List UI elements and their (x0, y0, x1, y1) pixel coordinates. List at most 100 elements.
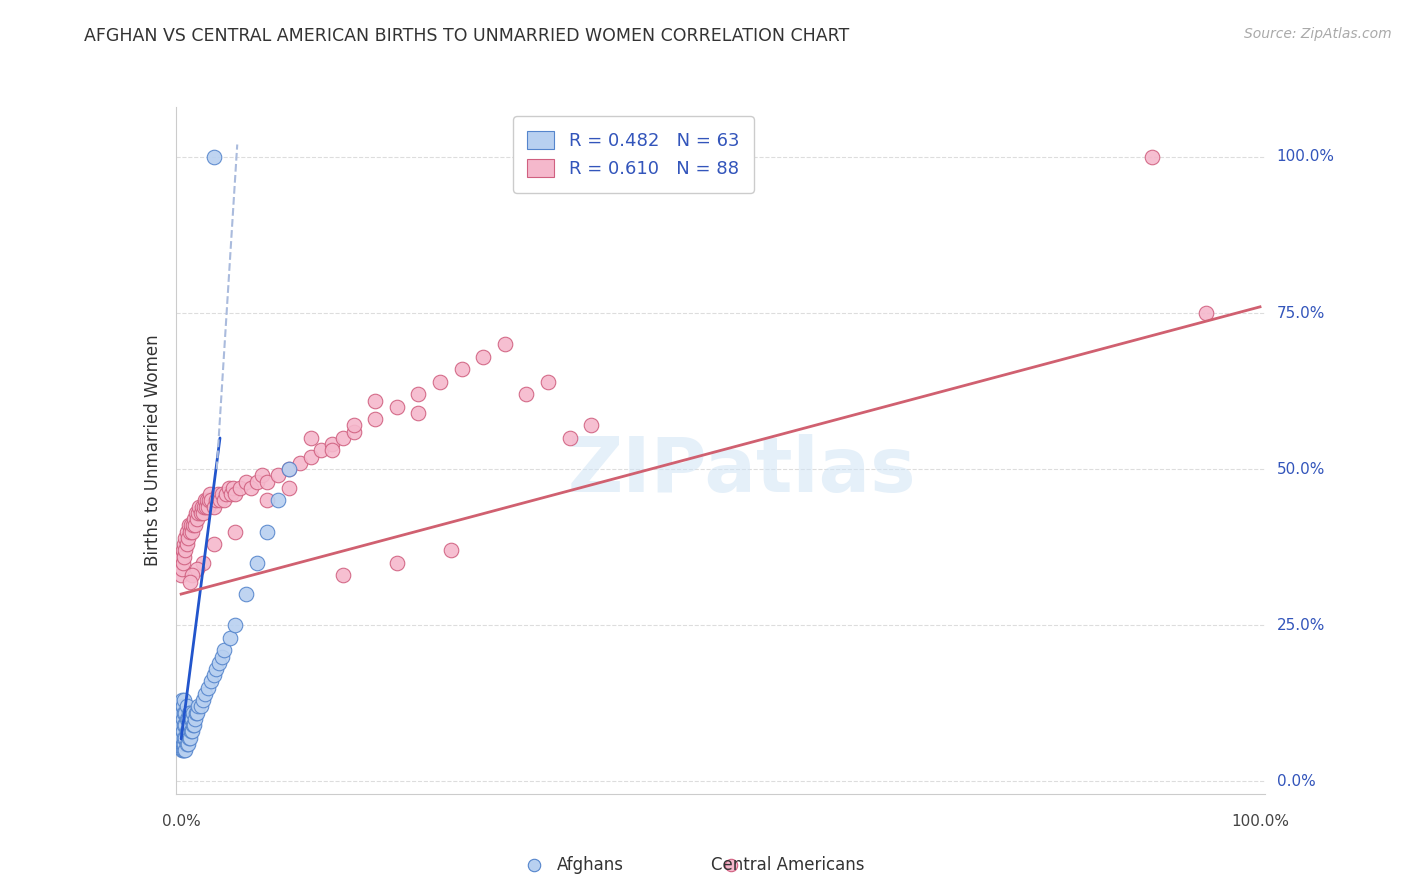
Point (176, 699, 198, 714)
Point (176, 724, 198, 739)
Point (343, 418, 366, 433)
Point (211, 649, 233, 664)
Point (186, 506, 208, 520)
Point (278, 462, 301, 476)
Point (494, 337, 516, 351)
Point (214, 493, 236, 508)
Point (204, 493, 226, 508)
Point (173, 731, 195, 745)
Point (190, 500, 212, 514)
Point (177, 718, 200, 732)
Point (278, 481, 301, 495)
Point (183, 512, 205, 526)
Point (177, 518, 200, 533)
Point (176, 712, 198, 726)
Point (214, 643, 236, 657)
Point (174, 743, 197, 757)
Point (186, 706, 208, 720)
Point (172, 712, 194, 726)
Point (172, 543, 194, 558)
Point (172, 718, 194, 732)
Point (170, 737, 193, 751)
Point (181, 724, 204, 739)
Point (197, 500, 219, 514)
Point (181, 568, 204, 582)
Point (179, 718, 201, 732)
Point (179, 731, 201, 745)
Point (200, 674, 222, 689)
Point (173, 549, 195, 564)
Point (246, 475, 269, 489)
Point (172, 743, 194, 757)
Point (173, 706, 195, 720)
Point (229, 481, 252, 495)
Point (194, 493, 217, 508)
Point (204, 662, 226, 676)
Point (224, 487, 246, 501)
Point (429, 375, 451, 389)
Point (180, 724, 202, 739)
Point (224, 618, 246, 632)
Point (184, 712, 207, 726)
Point (179, 706, 201, 720)
Point (173, 693, 195, 707)
Point (202, 668, 225, 682)
Point (176, 537, 198, 551)
Point (172, 737, 194, 751)
Point (267, 468, 290, 483)
Point (181, 718, 204, 732)
Point (176, 724, 198, 739)
Point (200, 493, 222, 508)
Point (197, 681, 219, 695)
Point (184, 518, 207, 533)
Point (385, 556, 408, 570)
Point (235, 475, 257, 489)
Point (172, 549, 194, 564)
Point (191, 693, 214, 707)
Point (440, 543, 463, 558)
Point (181, 518, 204, 533)
Point (256, 493, 278, 508)
Point (181, 524, 204, 539)
Point (186, 706, 208, 720)
Point (186, 512, 208, 526)
Point (176, 531, 198, 545)
Point (720, 858, 742, 872)
Point (1140, 150, 1163, 164)
Point (176, 737, 198, 751)
Point (288, 456, 311, 470)
Point (173, 737, 195, 751)
Point (191, 506, 214, 520)
Point (174, 531, 197, 545)
Point (191, 556, 214, 570)
Point (181, 712, 204, 726)
Point (190, 506, 212, 520)
Point (321, 443, 343, 458)
Point (558, 431, 581, 445)
Point (186, 562, 208, 576)
Point (170, 568, 193, 582)
Point (179, 574, 201, 589)
Text: 0.0%: 0.0% (1277, 774, 1315, 789)
Text: 50.0%: 50.0% (1277, 462, 1324, 476)
Point (246, 556, 269, 570)
Point (208, 656, 231, 670)
Point (173, 537, 195, 551)
Text: AFGHAN VS CENTRAL AMERICAN BIRTHS TO UNMARRIED WOMEN CORRELATION CHART: AFGHAN VS CENTRAL AMERICAN BIRTHS TO UNM… (84, 27, 849, 45)
Point (218, 481, 240, 495)
Point (180, 518, 202, 533)
Point (450, 362, 472, 376)
Point (472, 350, 495, 364)
Point (222, 481, 245, 495)
Point (343, 425, 366, 439)
Point (194, 500, 217, 514)
Point (537, 375, 560, 389)
Point (172, 731, 194, 745)
Text: ZIPatlas: ZIPatlas (568, 434, 917, 508)
Point (187, 699, 209, 714)
Point (256, 475, 278, 489)
Point (408, 406, 430, 420)
Point (172, 693, 194, 707)
Point (267, 493, 290, 508)
Text: Central Americans: Central Americans (710, 856, 865, 874)
